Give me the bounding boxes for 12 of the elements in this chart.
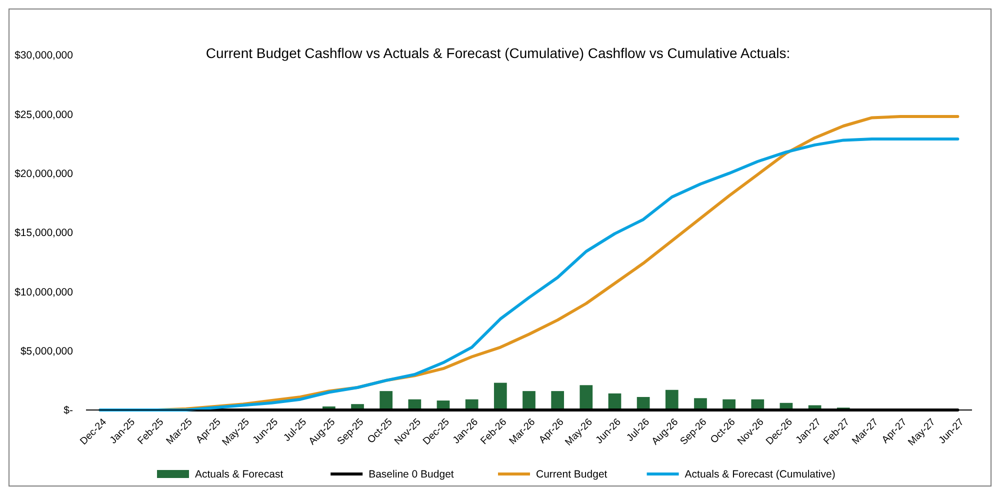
y-tick-label: $-	[64, 404, 74, 417]
legend-label: Baseline 0 Budget	[368, 468, 454, 481]
legend-label: Current Budget	[536, 468, 608, 481]
y-tick-label: $10,000,000	[14, 286, 74, 298]
legend-label: Actuals & Forecast (Cumulative)	[684, 468, 836, 481]
y-tick-label: $20,000,000	[14, 168, 74, 180]
y-tick-label: $5,000,000	[20, 346, 74, 358]
chart-title: Current Budget Cashflow vs Actuals & Forecast (Cumulative) Cashflow vs Cumulative Actuals:	[206, 45, 790, 61]
y-tick-label: $30,000,000	[14, 50, 74, 62]
legend-label: Actuals & Forecast	[195, 468, 284, 481]
y-tick-label: $15,000,000	[14, 227, 74, 240]
y-tick-label: $25,000,000	[14, 108, 74, 121]
